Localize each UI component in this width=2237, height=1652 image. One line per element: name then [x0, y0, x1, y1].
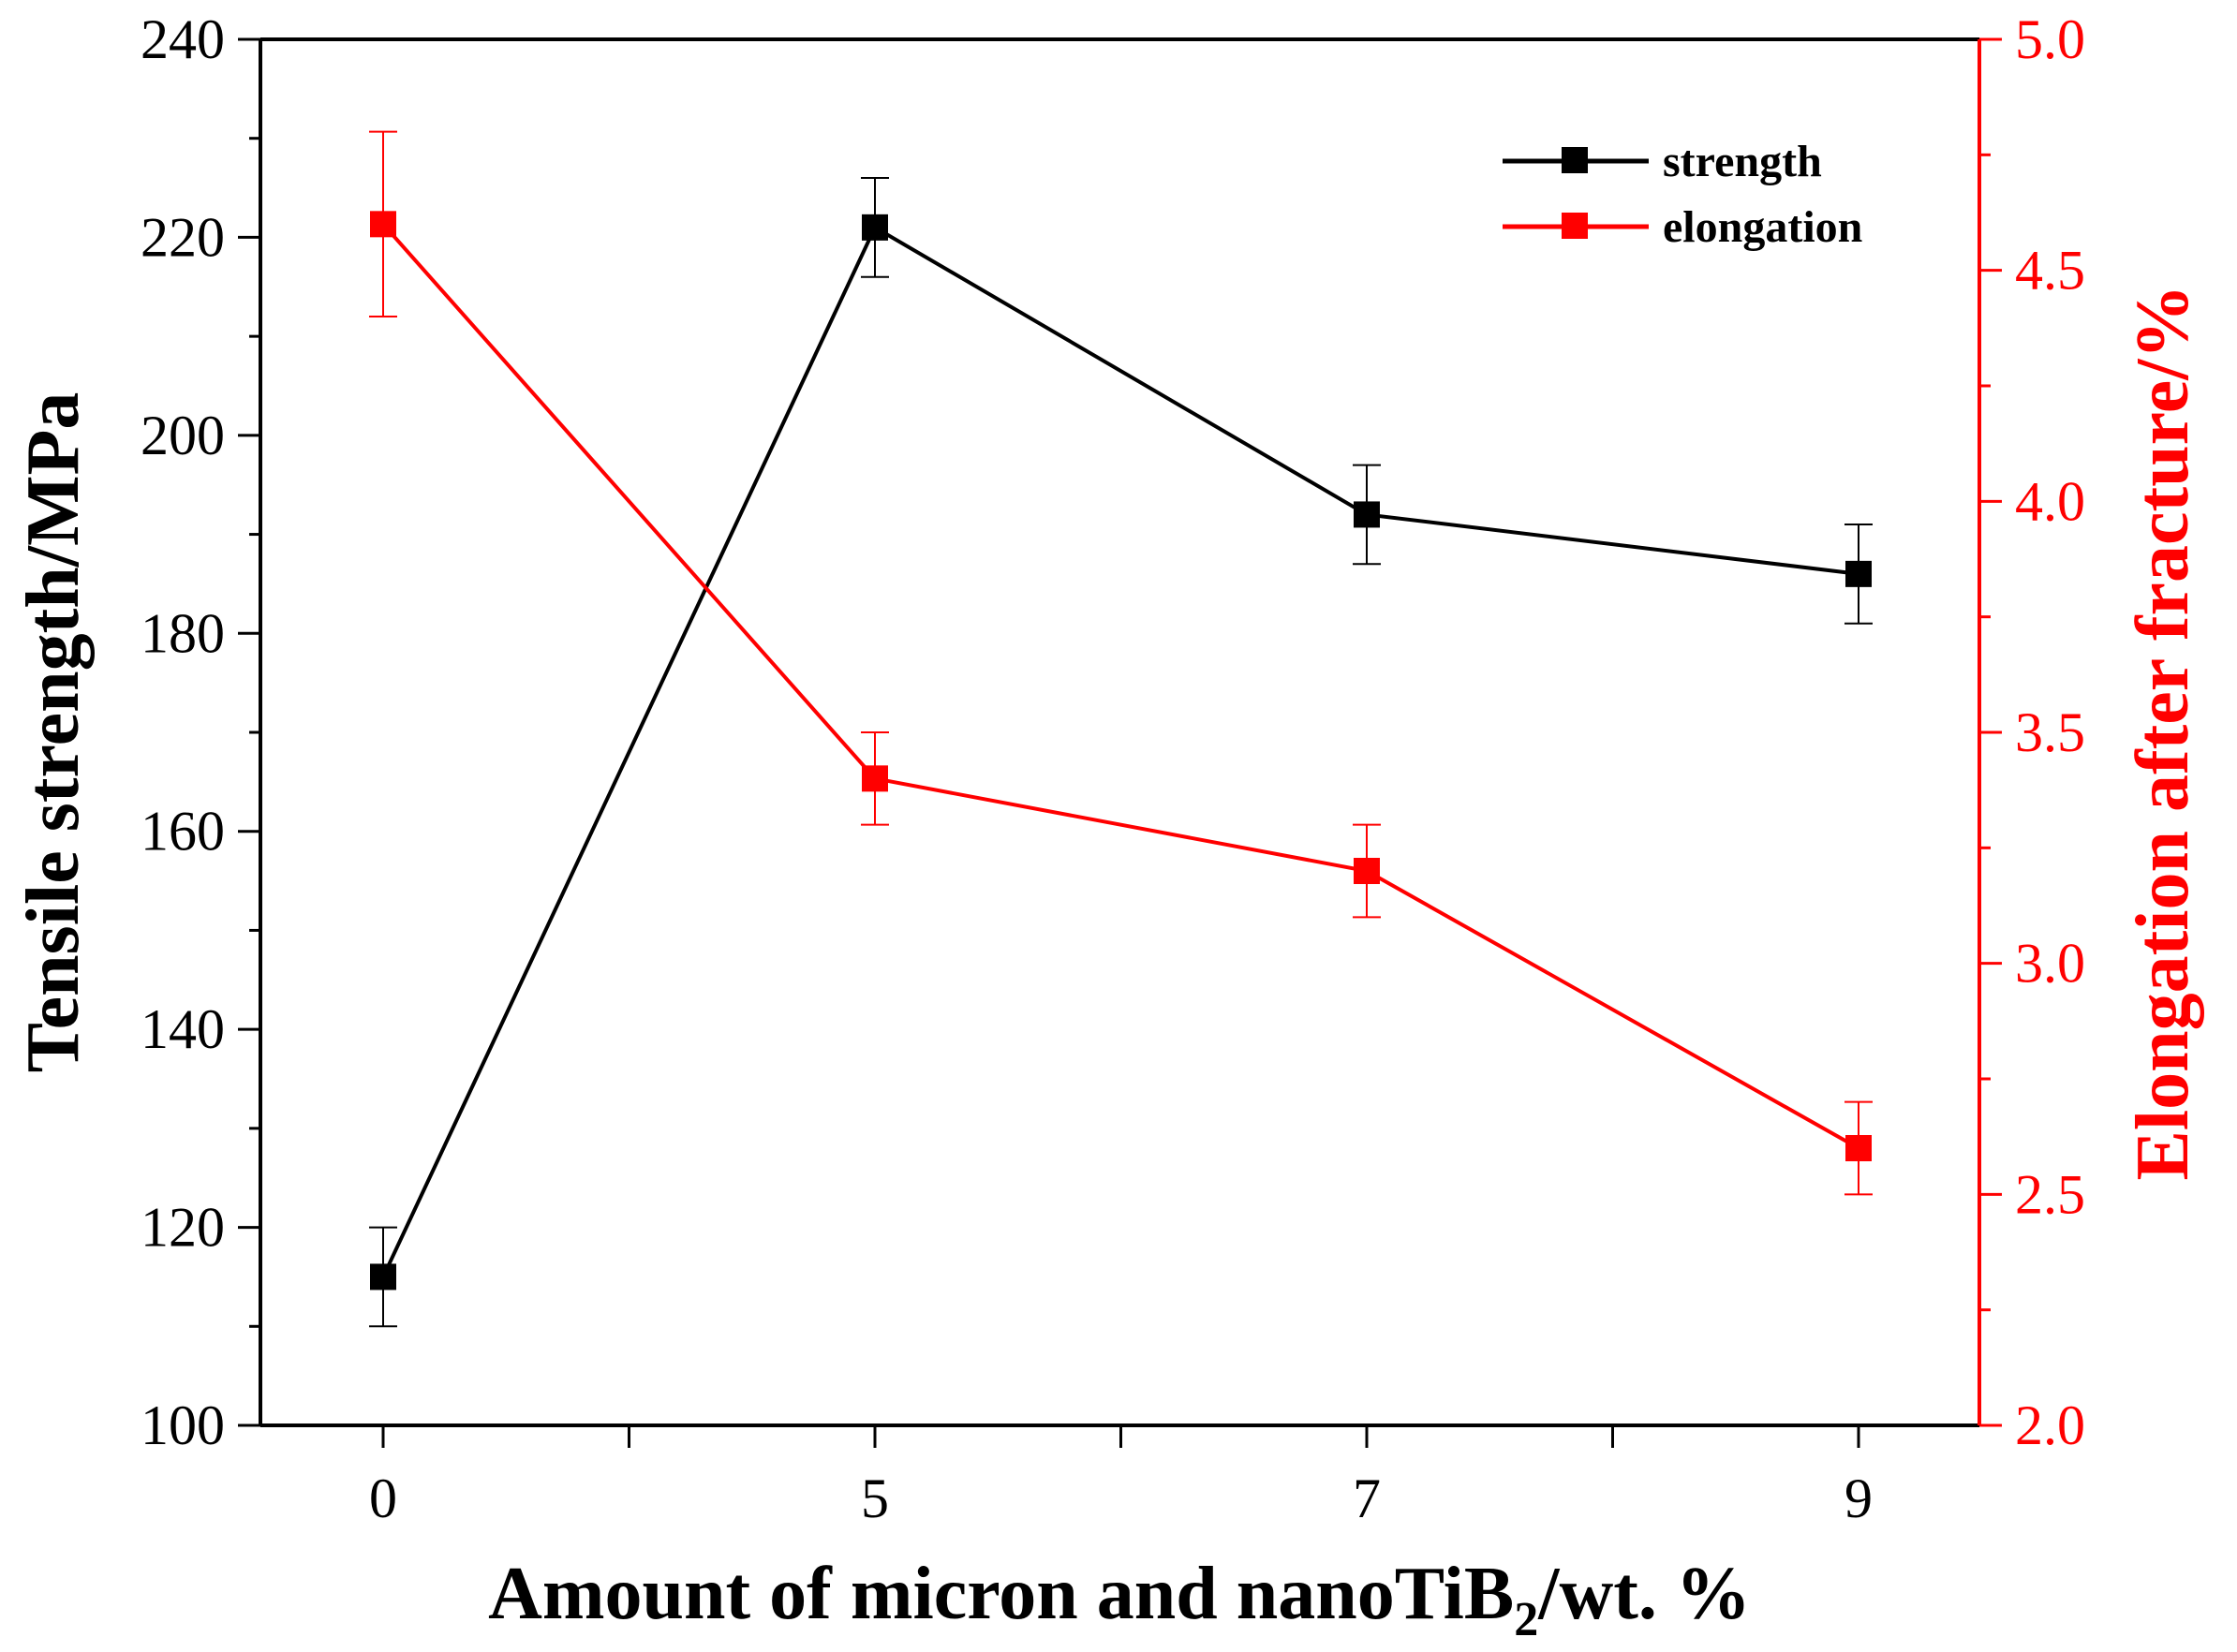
x-tick-label: 7	[1353, 1468, 1381, 1529]
right-tick-label: 5.0	[2015, 8, 2085, 70]
y-axis-right-title: Elongation after fracture/%	[2122, 285, 2204, 1181]
data-point-elongation	[862, 765, 888, 792]
left-tick-label: 120	[141, 1197, 225, 1259]
data-point-elongation	[370, 211, 396, 238]
right-tick-label: 2.5	[2015, 1163, 2085, 1225]
right-tick-label: 3.0	[2015, 933, 2085, 995]
legend-marker-strength	[1562, 147, 1588, 173]
data-point-strength	[370, 1263, 396, 1291]
left-tick-label: 240	[141, 8, 225, 70]
left-tick-label: 200	[141, 405, 225, 466]
legend-label-elongation: elongation	[1663, 202, 1862, 252]
x-axis-title: Amount of micron and nanoTiB2/wt. %	[488, 1553, 1751, 1646]
data-point-elongation	[1354, 858, 1380, 884]
legend: strength elongation	[1503, 137, 1862, 252]
data-point-strength	[1845, 560, 1872, 587]
legend-marker-elongation	[1562, 213, 1588, 239]
y-axis-left-title: Tensile strength/MPa	[12, 392, 95, 1073]
x-axis-title-subscript: 2	[1514, 1593, 1538, 1646]
data-point-strength	[862, 214, 888, 241]
right-tick-label: 2.0	[2015, 1394, 2085, 1456]
right-tick-label: 4.5	[2015, 240, 2085, 302]
x-axis-title-suffix: /wt. %	[1537, 1553, 1751, 1635]
left-tick-label: 100	[141, 1394, 225, 1456]
left-tick-label: 140	[141, 998, 225, 1060]
left-tick-label: 180	[141, 602, 225, 664]
x-tick-label: 0	[369, 1468, 397, 1529]
right-tick-label: 4.0	[2015, 470, 2085, 532]
legend-label-strength: strength	[1663, 137, 1822, 186]
left-tick-label: 220	[141, 206, 225, 268]
x-axis-title-main: Amount of micron and nanoTiB	[488, 1553, 1514, 1635]
series-line-strength	[381, 225, 1859, 1278]
x-tick-label: 9	[1844, 1468, 1873, 1529]
data-point-elongation	[1845, 1135, 1872, 1161]
right-tick-label: 3.5	[2015, 701, 2085, 763]
left-tick-label: 160	[141, 801, 225, 863]
x-tick-label: 5	[861, 1468, 889, 1529]
series-line-elongation	[381, 223, 1859, 1150]
data-point-strength	[1354, 501, 1380, 528]
